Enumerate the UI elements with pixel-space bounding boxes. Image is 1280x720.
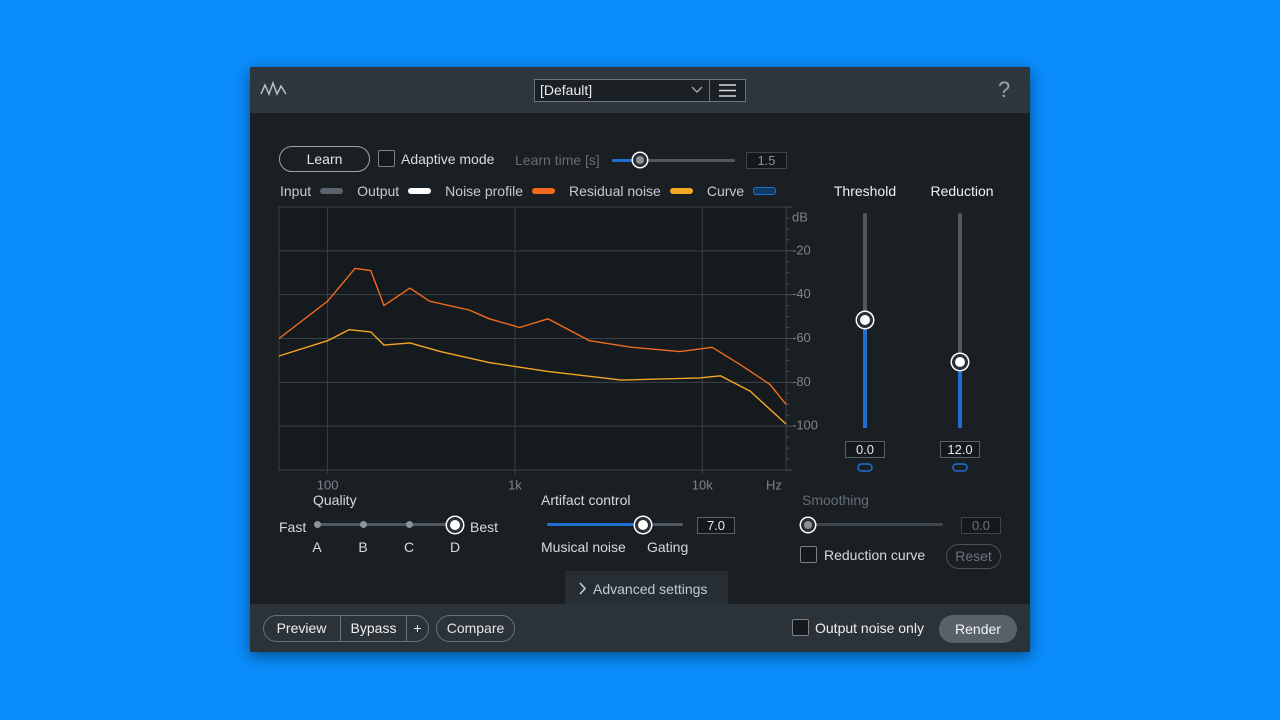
quality-dot (360, 521, 367, 528)
legend-item: Residual noise (569, 182, 693, 200)
learn-time-fill (612, 159, 640, 162)
legend-swatch (408, 188, 432, 194)
threshold-link[interactable] (857, 463, 873, 472)
footer-bar (250, 604, 1030, 652)
smoothing-label: Smoothing (802, 492, 869, 508)
quality-option: D (449, 539, 461, 555)
preview-group (263, 615, 429, 642)
smoothing-value[interactable]: 0.0 (961, 517, 1001, 534)
preset-name: [Default] (540, 82, 593, 98)
artifact-high: Gating (647, 539, 689, 555)
quality-track[interactable] (317, 523, 455, 526)
quality-low: Fast (279, 519, 307, 535)
quality-option: B (358, 539, 368, 555)
reduction-track[interactable] (958, 213, 962, 428)
threshold-value[interactable]: 0.0 (845, 441, 885, 458)
threshold-knob[interactable] (857, 312, 873, 328)
artifact-label: Artifact control (541, 492, 631, 508)
output-noise-label: Output noise only (815, 620, 924, 636)
quality-dot (406, 521, 413, 528)
adaptive-checkbox[interactable] (378, 150, 395, 167)
logo (260, 80, 287, 97)
legend-label: Noise profile (445, 183, 523, 199)
menu-icon (719, 84, 736, 97)
reduction-link[interactable] (952, 463, 968, 472)
artifact-value[interactable]: 7.0 (697, 517, 735, 534)
reduction-knob[interactable] (952, 354, 968, 370)
legend-swatch (532, 188, 555, 194)
reduction-curve-checkbox[interactable] (800, 546, 817, 563)
legend-label: Residual noise (569, 183, 661, 199)
artifact-low: Musical noise (541, 539, 626, 555)
quality-knob[interactable] (447, 517, 463, 533)
artifact-knob[interactable] (635, 517, 651, 533)
legend-swatch (320, 188, 344, 194)
reset-button[interactable]: Reset (946, 544, 1001, 569)
threshold-fill (863, 320, 867, 428)
legend-swatch (753, 187, 777, 195)
divider (406, 615, 407, 642)
preview-button[interactable]: Preview (276, 620, 327, 636)
advanced-chevron (579, 582, 587, 595)
output-noise-checkbox[interactable] (792, 619, 809, 636)
legend-label: Curve (706, 183, 745, 199)
divider (340, 615, 341, 642)
learn-time-knob[interactable] (633, 153, 647, 167)
adaptive-label: Adaptive mode (401, 151, 495, 167)
bypass-button[interactable]: Bypass (350, 620, 397, 636)
legend-label: Output (357, 183, 400, 199)
plus-button[interactable]: + (413, 620, 422, 636)
legend-swatch (669, 188, 693, 194)
learn-button[interactable]: Learn (279, 146, 370, 172)
reduction-value[interactable]: 12.0 (940, 441, 980, 458)
quality-high: Best (470, 519, 499, 535)
learn-time-value[interactable]: 1.5 (746, 152, 787, 169)
reduction-fill (958, 362, 962, 428)
legend-item: Curve (706, 182, 777, 200)
learn-time-track[interactable] (612, 159, 735, 162)
threshold-label: Threshold (833, 183, 897, 199)
dropdown-chevron (691, 86, 703, 94)
legend-item: Noise profile (445, 182, 555, 200)
render-button[interactable] (939, 615, 1017, 643)
quality-option: C (403, 539, 415, 555)
smoothing-knob[interactable] (801, 518, 815, 532)
reduction-curve-label: Reduction curve (824, 547, 926, 563)
legend: Input Output Noise profile Residual noise Cu… (280, 182, 800, 200)
artifact-fill (547, 523, 643, 526)
quality-option: A (312, 539, 322, 555)
render-label: Render (955, 621, 1001, 637)
reduction-label: Reduction (930, 183, 994, 199)
legend-label: Input (280, 183, 312, 199)
smoothing-track[interactable] (808, 523, 943, 526)
quality-dot (314, 521, 321, 528)
legend-item: Input (280, 182, 344, 200)
advanced-label: Advanced settings (593, 581, 708, 597)
learn-time-label: Learn time [s] (515, 152, 600, 168)
compare-button[interactable]: Compare (436, 615, 515, 642)
help-button[interactable]: ? (998, 77, 1011, 102)
quality-label: Quality (313, 492, 357, 508)
legend-item: Output (357, 182, 432, 200)
advanced-tab[interactable] (565, 571, 728, 604)
